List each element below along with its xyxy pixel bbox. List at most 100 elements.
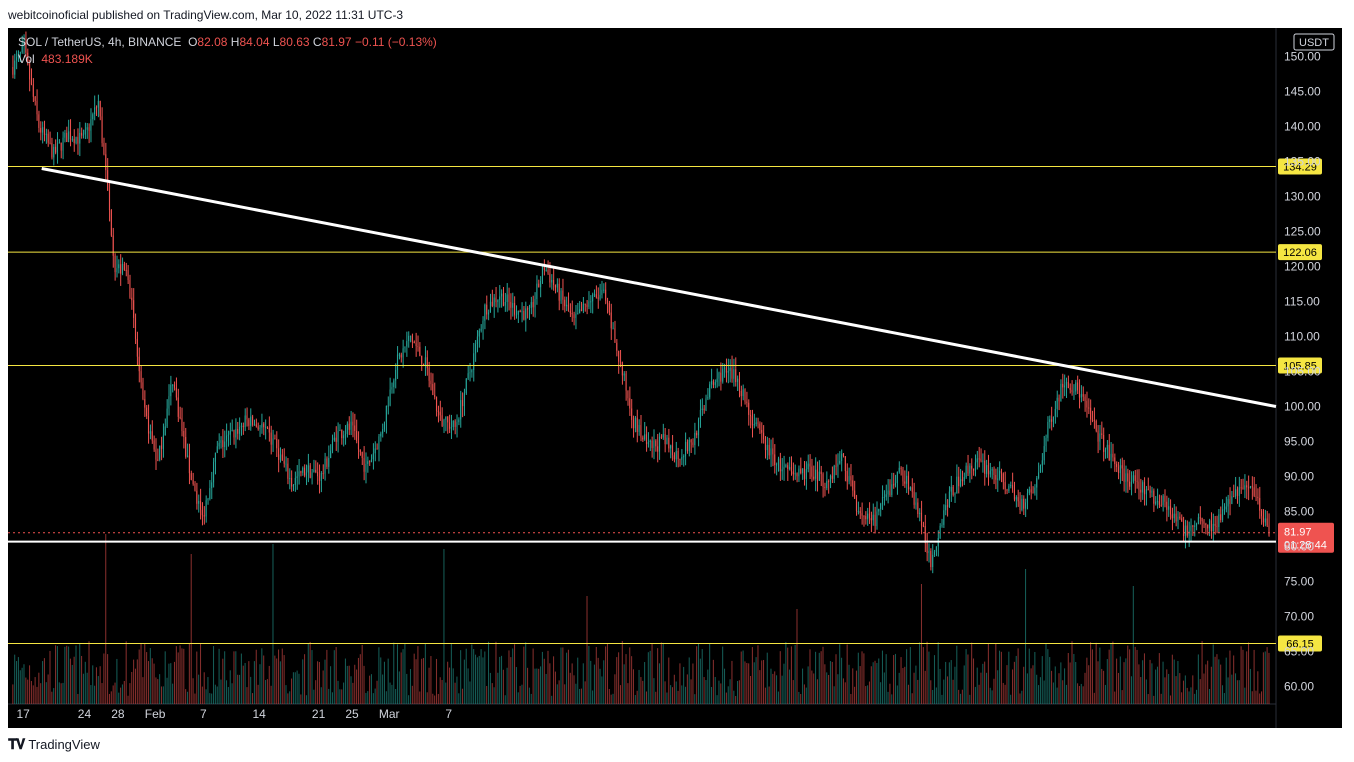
- candle-body: [270, 432, 272, 445]
- candle-body: [974, 462, 976, 471]
- candle-body: [753, 424, 755, 426]
- candle-body: [261, 423, 263, 428]
- candle-body: [469, 372, 471, 374]
- volume-bar: [826, 672, 828, 704]
- volume-bar: [1199, 679, 1201, 704]
- candle-body: [980, 458, 982, 461]
- volume-bar: [478, 655, 480, 704]
- candle-body: [540, 280, 542, 288]
- volume-bar: [681, 685, 683, 704]
- volume-bar: [554, 671, 556, 704]
- tradingview-logo-icon[interactable]: 𝐓𝐕: [8, 736, 25, 752]
- volume-bar: [790, 646, 792, 704]
- volume-bar: [395, 689, 397, 704]
- candle-body: [943, 510, 945, 525]
- volume-bar: [556, 684, 558, 704]
- candle-body: [212, 461, 215, 483]
- volume-bar: [1026, 673, 1028, 704]
- volume-bar: [723, 668, 726, 704]
- volume-bar: [320, 687, 322, 704]
- volume-bar: [959, 693, 962, 704]
- volume-bar: [90, 685, 92, 704]
- candle-body: [343, 435, 345, 439]
- volume-bar: [978, 684, 980, 704]
- volume-bar: [746, 663, 748, 704]
- candle-body: [504, 302, 506, 306]
- symbol-label[interactable]: SOL / TetherUS, 4h, BINANCE: [18, 35, 182, 49]
- volume-bar: [1062, 680, 1064, 704]
- candle-body: [699, 409, 701, 420]
- candle-body: [696, 432, 698, 436]
- price-chart[interactable]: 134.29122.06105.8566.1580.7081.9701:28:4…: [8, 28, 1342, 728]
- high-label: H: [230, 35, 240, 49]
- volume-bar: [909, 647, 911, 704]
- candle-body: [632, 419, 634, 429]
- candle-body: [575, 313, 577, 318]
- volume-bar: [881, 650, 883, 704]
- candle-body: [51, 142, 53, 158]
- candle-body: [315, 469, 317, 473]
- volume-bar: [107, 654, 109, 704]
- chart-frame[interactable]: 134.29122.06105.8566.1580.7081.9701:28:4…: [8, 28, 1342, 728]
- volume-bar: [807, 666, 809, 704]
- candle-body: [97, 101, 99, 108]
- candle-body: [1248, 487, 1250, 489]
- candle-body: [1125, 473, 1127, 482]
- candle-body: [489, 301, 491, 313]
- volume-bar: [283, 655, 285, 704]
- candle-body: [781, 469, 783, 472]
- volume-bar: [777, 691, 779, 704]
- volume-bar: [644, 662, 646, 704]
- candle-body: [701, 408, 703, 410]
- candle-body: [151, 431, 153, 441]
- volume-bar: [1067, 653, 1069, 704]
- volume-bar: [818, 652, 820, 704]
- candle-body: [740, 390, 742, 397]
- candle-body: [954, 493, 956, 495]
- candle-body: [383, 421, 385, 430]
- candle-body: [1188, 530, 1190, 536]
- candle-body: [595, 294, 597, 298]
- volume-bar: [699, 658, 701, 704]
- candle-body: [629, 398, 631, 409]
- candle-body: [1106, 444, 1108, 450]
- footer-brand[interactable]: TradingView: [28, 737, 100, 752]
- countdown-label: 01:28:44: [1284, 540, 1327, 552]
- candle-body: [1166, 501, 1168, 510]
- candle-body: [694, 432, 696, 445]
- candle-body: [1246, 485, 1248, 488]
- volume-bar: [212, 646, 215, 704]
- volume-bar: [220, 679, 222, 704]
- volume-bar: [413, 653, 415, 704]
- volume-bar: [168, 663, 170, 704]
- candle-body: [192, 479, 194, 484]
- candle-body: [335, 437, 337, 442]
- volume-bar: [623, 664, 625, 704]
- candle-body: [272, 438, 274, 445]
- candle-body: [421, 355, 423, 364]
- volume-bar: [523, 646, 525, 704]
- volume-bar: [426, 692, 428, 704]
- volume-bar: [198, 674, 200, 704]
- candle-body: [225, 435, 228, 442]
- volume-bar: [270, 685, 272, 704]
- volume-bar: [121, 684, 123, 704]
- volume-bar: [878, 658, 880, 704]
- candle-body: [313, 469, 315, 473]
- candle-body: [1192, 525, 1194, 527]
- volume-bar: [664, 681, 666, 704]
- volume-bar: [92, 665, 94, 704]
- volume-bar: [597, 657, 599, 704]
- volume-bar: [1093, 692, 1095, 704]
- volume-bar: [69, 658, 71, 704]
- price-tick-label: 110.00: [1284, 330, 1320, 344]
- candle-body: [1084, 396, 1086, 401]
- candle-body: [17, 53, 19, 58]
- volume-bar: [64, 646, 66, 704]
- high-value: 84.04: [239, 35, 270, 49]
- candle-body: [227, 434, 229, 436]
- volume-bar: [1019, 693, 1021, 704]
- published-header: webitcoinoficial published on TradingVie…: [8, 8, 404, 22]
- candle-body: [710, 381, 713, 385]
- candle-body: [1026, 493, 1028, 503]
